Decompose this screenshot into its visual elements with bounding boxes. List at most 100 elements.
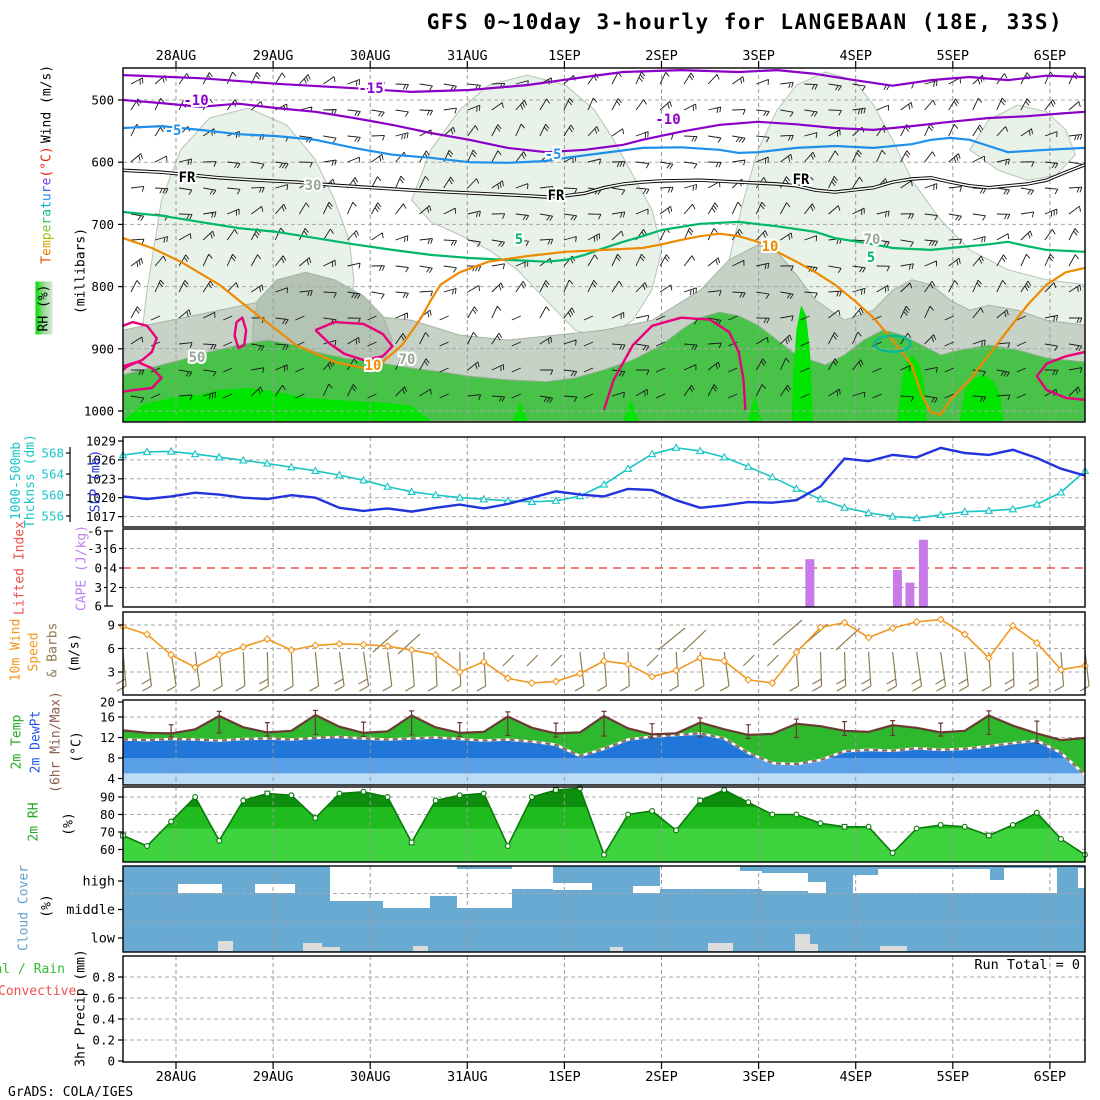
temp15 — [233, 316, 248, 350]
minmax-whisker — [361, 721, 366, 738]
precip-tick: 0.8 — [92, 970, 115, 985]
cloud-clear-patch — [762, 873, 808, 891]
thickness-marker — [455, 493, 465, 501]
wind10m-line — [122, 618, 1086, 684]
thickness-marker — [431, 490, 440, 499]
li-tick: 3 — [94, 580, 102, 595]
minmax-whisker — [745, 724, 751, 740]
rh-shading-rh-light — [968, 104, 1076, 181]
rh-marker — [697, 797, 704, 804]
contour-label: FR — [548, 188, 565, 204]
rh2m-tick: 70 — [100, 825, 115, 840]
date-label-top: 31AUG — [447, 48, 488, 64]
tick-label: 600 — [91, 155, 114, 170]
cloud-clear-patch — [853, 875, 880, 893]
wind10m-marker — [1032, 639, 1041, 647]
cloud-low-patch — [610, 947, 623, 951]
minmax-whisker — [649, 723, 655, 739]
thickness-marker — [407, 487, 416, 495]
minmax-whisker — [842, 721, 847, 737]
date-label-top: 4SEP — [839, 48, 872, 64]
contour-label: FR — [793, 172, 810, 188]
thickness-marker — [936, 510, 946, 519]
slp-tick: 1020 — [86, 490, 116, 505]
cloud-clear-patch — [512, 866, 553, 889]
tick-label: 800 — [91, 279, 114, 294]
contour-label: -10 — [183, 93, 208, 109]
date-label-top: 30AUG — [350, 48, 391, 64]
cloud-row-label: high — [82, 874, 115, 890]
date-label-bottom: 6SEP — [1034, 1069, 1067, 1085]
wind10m-marker — [287, 646, 296, 655]
rh-marker — [240, 797, 247, 804]
minmax-whisker — [312, 709, 318, 736]
thickness-marker — [695, 446, 705, 455]
cloud-low-patch — [322, 947, 340, 951]
thickness-marker — [1008, 504, 1018, 513]
cloud-clear-patch — [808, 882, 826, 893]
rh2m-panel-2: 90 80 70 60 — [100, 785, 1088, 863]
slp-tick: 1029 — [86, 434, 116, 449]
axis-label-2m-dewpt: 2m DewPt — [28, 710, 44, 774]
rh-marker — [528, 794, 535, 800]
li-tick: -3 — [87, 541, 102, 556]
rh-marker — [745, 799, 752, 806]
thickness-marker — [551, 496, 561, 504]
thickness-marker — [214, 452, 224, 461]
precip-tick: 0.6 — [92, 991, 115, 1006]
minmax-whisker — [938, 722, 944, 737]
rh-marker — [1057, 836, 1064, 842]
rh-shading-rh-high — [512, 401, 528, 421]
rh-shading-rh-high — [791, 305, 813, 421]
cloud-clear-patch — [457, 869, 512, 908]
cloud-clear-patch — [430, 866, 457, 896]
cloud-clear-patch — [990, 880, 1004, 893]
wind10m-marker — [335, 639, 344, 648]
minmax-whisker — [697, 717, 703, 738]
thickness-marker — [166, 446, 176, 455]
date-label-top: 3SEP — [742, 48, 775, 64]
wind10m-marker — [624, 660, 633, 669]
wind10m-barbs — [116, 619, 1090, 692]
rh-shading-rh-high — [623, 399, 639, 421]
rh-marker — [841, 823, 848, 830]
slp-tick: 1023 — [86, 471, 116, 486]
axis-label-2m-temp: 2m Temp — [9, 714, 25, 770]
wind10m-marker — [455, 668, 464, 676]
minmax-whisker — [986, 710, 992, 736]
rh-marker — [384, 794, 391, 800]
thickness-marker — [743, 462, 753, 470]
cloud-low-patch — [880, 946, 907, 951]
cape-bar — [805, 559, 815, 607]
contour-label: FR — [179, 170, 196, 186]
cloud-clear-patch — [740, 871, 762, 889]
minmax-whisker — [1034, 720, 1040, 745]
thickness-marker — [335, 470, 344, 479]
wind10m-marker — [191, 663, 200, 672]
rh2m-tick: 90 — [100, 790, 115, 805]
rh-marker — [769, 811, 776, 818]
rh-marker — [889, 850, 896, 856]
contour-label: 10 — [762, 239, 779, 255]
thickness-marker — [768, 472, 777, 481]
minmax-whisker — [553, 722, 559, 738]
thickness-tick: 556 — [41, 509, 64, 524]
minmax-whisker — [505, 711, 511, 737]
rh-marker — [721, 787, 728, 793]
date-label-bottom: 29AUG — [253, 1069, 294, 1085]
temp-10 — [122, 98, 1086, 154]
minmax-whisker — [457, 722, 463, 738]
contour-label: -10 — [655, 112, 680, 128]
rh-marker — [192, 794, 199, 800]
precip-panel: 0.8 0.6 0.4 0.2 0 Run Total = 0 28AUG 29AUG 30AU… — [92, 955, 1086, 1085]
cloud-low-patch — [810, 944, 818, 951]
cloud-clear-patch — [878, 869, 990, 893]
upper-air-contours — [122, 69, 1086, 416]
thickness-marker — [383, 482, 392, 490]
cape-tick: 4 — [109, 561, 117, 576]
wind10m-marker — [479, 657, 488, 666]
rh-marker — [793, 811, 800, 818]
axis-label-10m-wind: 10m Wind — [8, 618, 24, 682]
date-label-top: 28AUG — [156, 48, 197, 64]
